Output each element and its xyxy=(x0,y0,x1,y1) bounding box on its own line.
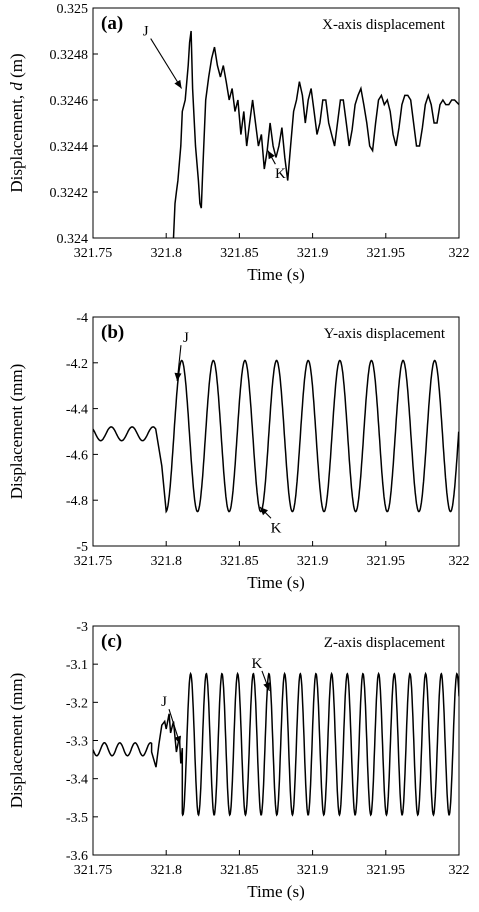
y-tick-label: -4 xyxy=(76,311,88,326)
x-tick-label: 321.85 xyxy=(220,246,259,261)
annotation-label: J xyxy=(183,330,189,346)
panel-title: Y-axis displacement xyxy=(324,326,446,342)
y-tick-label: -4.2 xyxy=(66,357,88,372)
panel-title: Z-axis displacement xyxy=(324,635,446,651)
panel-label: (a) xyxy=(101,13,123,34)
y-tick-label: 0.3242 xyxy=(50,186,89,201)
x-tick-label: 321.85 xyxy=(220,554,259,569)
annotation-arrowhead xyxy=(263,682,270,691)
x-tick-label: 321.95 xyxy=(367,554,406,569)
y-tick-label: -3 xyxy=(76,620,88,635)
x-tick-label: 322 xyxy=(449,246,470,261)
x-tick-label: 321.75 xyxy=(74,246,113,261)
x-tick-label: 321.8 xyxy=(150,246,182,261)
annotation-label: J xyxy=(161,694,167,710)
annotation-label: J xyxy=(143,24,149,40)
x-tick-label: 322 xyxy=(449,554,470,569)
annotation-arrowhead xyxy=(174,372,182,382)
panel-b: -5 -4.8 -4.6 -4.4 -4.2 -4 321.75 321.8 321.85 321… xyxy=(7,311,470,592)
displacement-series-line xyxy=(93,671,459,817)
y-axis-title: Displacement, d (m) xyxy=(7,53,26,192)
y-tick-label: 0.3244 xyxy=(50,140,89,155)
panel-title: X-axis displacement xyxy=(322,17,446,33)
annotation-arrow xyxy=(150,38,183,89)
x-tick-label: 321.75 xyxy=(74,554,113,569)
y-tick-label: 0.324 xyxy=(57,232,89,247)
displacement-series-line xyxy=(172,30,459,238)
x-tick-label: 321.75 xyxy=(74,863,113,878)
plot-frame xyxy=(92,625,460,856)
annotation-arrowhead xyxy=(174,79,182,89)
x-axis-title: Time (s) xyxy=(247,265,304,284)
x-tick-label: 321.95 xyxy=(367,863,406,878)
annotation-label: K xyxy=(252,656,263,672)
plot-frame xyxy=(92,316,460,547)
annotation-arrowhead xyxy=(174,735,181,745)
x-tick-label: 322 xyxy=(449,863,470,878)
displacement-series-line xyxy=(93,359,459,514)
y-tick-label: 0.3248 xyxy=(50,48,89,63)
y-tick-label: -3.4 xyxy=(66,773,88,788)
x-tick-label: 321.95 xyxy=(367,246,406,261)
panel-label: (b) xyxy=(101,322,124,343)
x-tick-label: 321.9 xyxy=(297,863,329,878)
annotation-arrowhead xyxy=(267,150,275,160)
x-tick-label: 321.9 xyxy=(297,246,329,261)
panel-label: (c) xyxy=(101,631,122,652)
y-tick-label: 0.325 xyxy=(57,2,89,17)
plot-frame xyxy=(92,7,460,239)
annotation-arrowhead xyxy=(259,507,268,516)
y-axis-title: Displacement (mm) xyxy=(7,673,26,809)
annotation-label: K xyxy=(271,520,282,536)
x-axis-title: Time (s) xyxy=(247,573,304,592)
y-tick-label: -3.2 xyxy=(66,696,88,711)
y-tick-label: -3.6 xyxy=(66,849,88,864)
panel-a: 0.324 0.3242 0.3244 0.3246 0.3248 0.325 321.75… xyxy=(7,2,470,284)
y-tick-label: -3.1 xyxy=(66,658,88,673)
y-tick-label: -4.6 xyxy=(66,448,88,463)
y-tick-label: -3.3 xyxy=(66,735,88,750)
annotation-label: K xyxy=(275,166,286,182)
y-axis-title: Displacement (mm) xyxy=(7,364,26,500)
y-tick-label: -4.4 xyxy=(66,403,88,418)
x-tick-label: 321.8 xyxy=(150,554,182,569)
y-tick-label: -3.5 xyxy=(66,811,88,826)
y-tick-label: 0.3246 xyxy=(50,94,89,109)
x-tick-label: 321.9 xyxy=(297,554,329,569)
x-tick-label: 321.85 xyxy=(220,863,259,878)
x-tick-label: 321.8 xyxy=(150,863,182,878)
x-axis-title: Time (s) xyxy=(247,882,304,901)
y-tick-label: -4.8 xyxy=(66,494,88,509)
panel-c: -3.6 -3.5 -3.4 -3.3 -3.2 -3.1 -3 321.75 321.8 321… xyxy=(7,620,470,901)
y-tick-label: -5 xyxy=(76,540,88,555)
